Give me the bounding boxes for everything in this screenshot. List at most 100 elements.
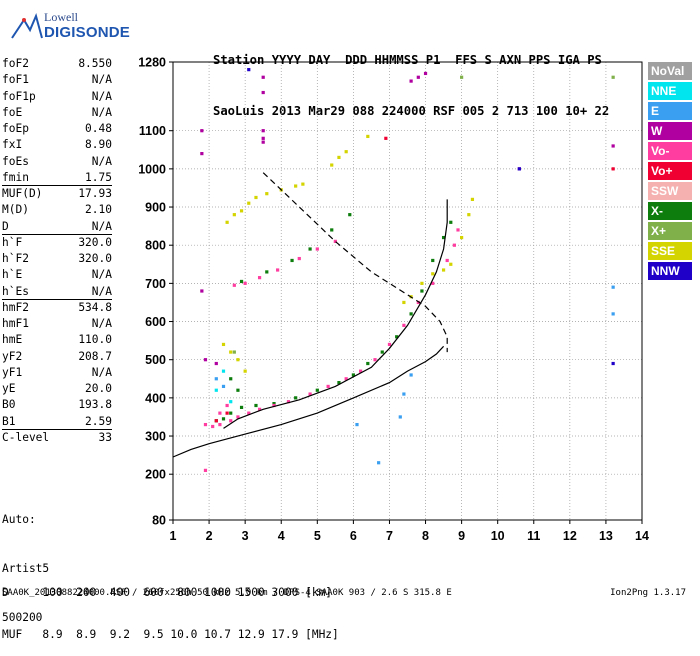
x-tick-label: 7 — [386, 529, 393, 543]
param-row: fmin 1.75 — [2, 170, 112, 186]
legend-item-nne: NNE — [648, 82, 692, 100]
ionogram-chart: 1 2 3 4 5 6 7 8 9 10 11 12 13 14802003004005006007008… — [138, 56, 649, 544]
data-point-e — [221, 384, 226, 389]
param-row: h`F2 320.0 — [2, 251, 112, 267]
param-value: 17.93 — [78, 187, 112, 200]
data-point-vo — [431, 281, 435, 285]
param-row: M(D) 2.10 — [2, 202, 112, 218]
data-point-w — [416, 75, 420, 79]
data-point-x — [420, 289, 424, 293]
x-tick-label: 9 — [458, 529, 465, 543]
param-value: 2.10 — [85, 203, 112, 217]
y-tick-label: 1000 — [138, 162, 166, 176]
data-point-nnw — [247, 68, 251, 72]
legend-item-w: W — [648, 122, 692, 140]
data-point-vo — [373, 358, 377, 362]
data-point-sse — [254, 195, 258, 200]
param-row: foF1p N/A — [2, 89, 112, 105]
x-tick-label: 8 — [422, 529, 429, 543]
data-point-vo — [211, 424, 215, 429]
legend-item-sse: SSE — [648, 242, 692, 260]
param-row: h`E N/A — [2, 267, 112, 283]
data-point-x — [315, 388, 319, 392]
data-point-vo — [236, 415, 240, 419]
data-point-x — [239, 279, 244, 284]
param-value: N/A — [91, 89, 112, 103]
data-point-e — [377, 461, 381, 465]
data-point-w — [261, 75, 265, 79]
data-point-nne — [214, 388, 218, 392]
param-value: 320.0 — [78, 252, 112, 265]
param-label: D — [2, 219, 9, 233]
footer-file-info: SAA0K_2013088224000.RSF / 260fx256h 50 k… — [2, 588, 452, 598]
data-point-vo — [452, 243, 456, 247]
data-point-x — [441, 235, 446, 240]
data-point-sse — [460, 235, 464, 240]
data-point-x — [330, 228, 334, 232]
data-point-sse — [470, 197, 475, 201]
data-point-sse — [344, 150, 348, 154]
table-muf-row: MUF 8.9 8.9 9.2 9.5 10.0 10.7 12.9 17.9 … — [2, 628, 339, 641]
y-tick-label: 1280 — [138, 56, 166, 70]
data-point-sse — [431, 272, 435, 276]
data-point-vo — [218, 422, 222, 427]
x-tick-label: 1 — [170, 529, 177, 543]
param-row: yF2 208.7 — [2, 349, 112, 365]
data-point-w — [203, 358, 208, 362]
param-value: 534.8 — [78, 300, 112, 314]
param-row: B1 2.59 — [2, 414, 112, 430]
data-point-e — [398, 415, 402, 419]
data-point-vo — [218, 411, 222, 415]
param-value: 1.75 — [85, 170, 112, 184]
header-line-1: Station YYYY DAY DDD HHMMSS P1 FFS S AXN… — [213, 53, 602, 67]
data-point-sse — [232, 213, 236, 217]
data-point-x — [221, 417, 226, 421]
data-point-x — [366, 361, 370, 366]
param-label: B1 — [2, 414, 16, 428]
param-separator — [2, 185, 112, 186]
data-point-x — [229, 377, 233, 381]
data-point-x — [232, 350, 236, 354]
y-tick-label: 900 — [145, 201, 166, 215]
param-label: yE — [2, 382, 16, 395]
data-point-x — [449, 220, 453, 224]
data-point-x — [290, 258, 294, 263]
data-point-vo — [611, 167, 615, 171]
param-value: N/A — [91, 284, 112, 298]
y-tick-label: 1100 — [139, 124, 166, 138]
data-point-vo — [387, 342, 392, 347]
data-point-e — [611, 312, 615, 316]
param-row: h`Es N/A — [2, 284, 112, 300]
data-point-x — [409, 312, 413, 316]
data-point-vo — [229, 419, 233, 423]
x-tick-label: 12 — [563, 529, 577, 543]
param-label: h`Es — [2, 284, 29, 298]
data-point-w — [261, 136, 265, 140]
y-tick-label: 400 — [145, 391, 166, 405]
data-point-vo — [445, 258, 449, 263]
footer-version: Ion2Png 1.3.17 — [610, 588, 686, 598]
param-value: N/A — [91, 317, 112, 330]
param-value: 208.7 — [78, 349, 112, 363]
data-point-vo — [225, 411, 229, 415]
param-label: hmE — [2, 333, 23, 347]
param-value: N/A — [91, 73, 112, 87]
data-point-sse — [236, 358, 240, 362]
data-point-sse — [294, 184, 298, 188]
polarization-legend: NoVal NNE E W Vo- Vo+ SSW X- X+ SSE NNW — [648, 62, 692, 282]
data-point-w — [423, 71, 428, 76]
data-point-vo — [402, 323, 406, 327]
data-point-vo — [359, 369, 363, 373]
x-tick-label: 2 — [206, 529, 213, 543]
param-value: 20.0 — [85, 382, 112, 395]
data-point-vo — [297, 256, 301, 261]
x-tick-label: 6 — [350, 529, 357, 543]
data-point-vo — [225, 403, 229, 408]
data-point-sse — [239, 209, 244, 213]
param-row: foEp 0.48 — [2, 121, 112, 137]
data-point-x — [272, 401, 276, 406]
param-value: 2.59 — [85, 414, 112, 428]
data-point-vo — [286, 400, 291, 404]
legend-item-ssw: SSW — [648, 182, 692, 200]
param-label: h`E — [2, 268, 23, 282]
